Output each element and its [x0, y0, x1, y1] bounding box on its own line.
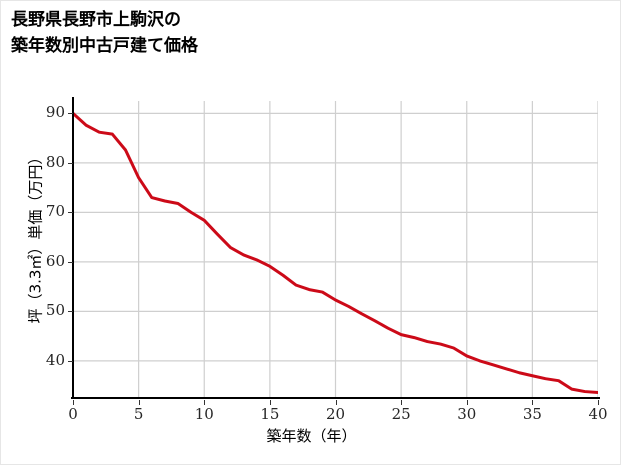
- x-tick-label: 20: [325, 405, 346, 423]
- x-tick-mark: [335, 400, 337, 405]
- y-tick-label: 40: [45, 350, 65, 369]
- x-axis-title: 築年数（年）: [266, 427, 357, 445]
- x-tick-mark: [269, 400, 271, 405]
- data-line-series: [73, 111, 598, 395]
- chart-title-line-1: 長野県長野市上駒沢の: [11, 10, 181, 30]
- y-tick-label: 50: [45, 301, 65, 320]
- y-tick-mark: [68, 261, 73, 263]
- x-tick-label: 40: [588, 405, 608, 423]
- x-axis-spine: [71, 397, 600, 399]
- x-tick-mark: [73, 400, 74, 405]
- x-tick-label: 35: [522, 405, 542, 423]
- y-tick-mark: [68, 212, 73, 214]
- x-tick-mark: [401, 400, 403, 405]
- y-tick-label: 60: [45, 251, 65, 270]
- y-tick-mark: [68, 113, 73, 115]
- x-tick-label: 15: [260, 405, 280, 423]
- y-tick-mark: [68, 360, 73, 362]
- x-tick-label: 10: [194, 405, 214, 423]
- y-tick-mark: [68, 162, 73, 164]
- y-tick-label: 80: [45, 152, 65, 171]
- y-tick-mark: [68, 311, 73, 313]
- chart-title: 長野県長野市上駒沢の 築年数別中古戸建て価格: [11, 7, 611, 59]
- x-tick-mark: [204, 400, 206, 405]
- x-tick-mark: [532, 400, 534, 405]
- x-tick-label: 25: [391, 405, 411, 423]
- grid-lines: [73, 101, 598, 398]
- y-axis-title: 坪（3.3㎡）単価（万円）: [26, 149, 45, 324]
- x-tick-mark: [138, 400, 140, 405]
- y-tick-label: 70: [45, 202, 65, 221]
- chart-title-line-2: 築年数別中古戸建て価格: [11, 36, 198, 56]
- plot-area: [73, 101, 598, 398]
- y-axis-spine: [72, 97, 74, 399]
- x-tick-label: 0: [68, 405, 78, 423]
- x-tick-label: 30: [457, 405, 477, 423]
- price-line: [73, 111, 598, 395]
- x-tick-mark: [466, 400, 468, 405]
- y-tick-label: 90: [45, 103, 65, 122]
- x-tick-mark: [598, 400, 599, 405]
- x-tick-label: 5: [133, 405, 144, 423]
